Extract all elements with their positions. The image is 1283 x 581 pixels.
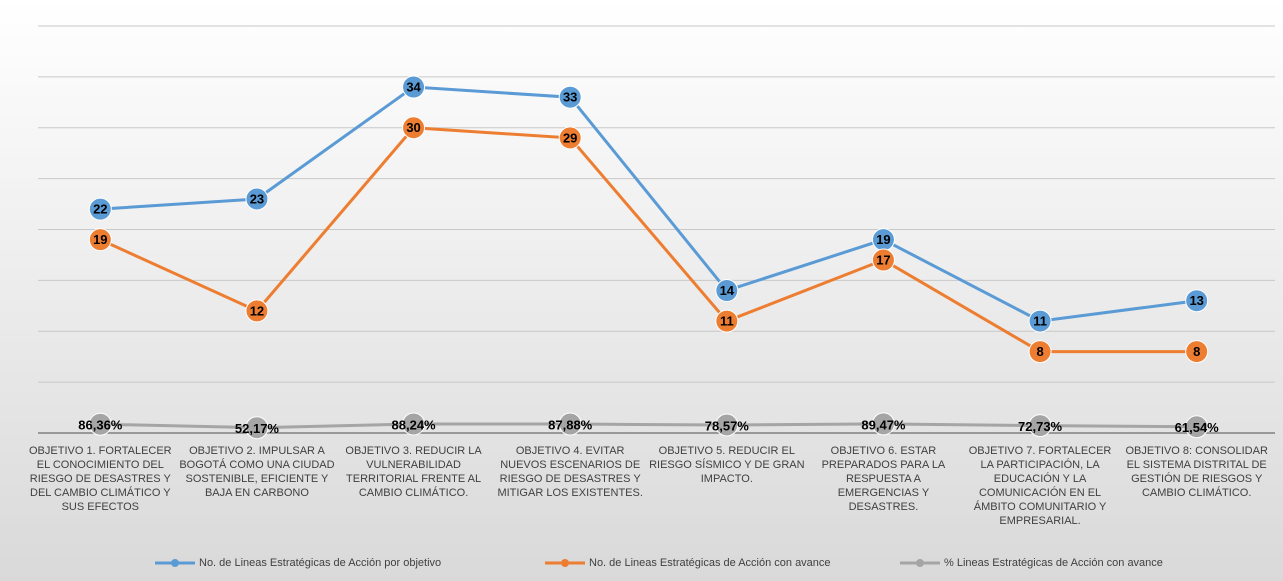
data-label: 87,88% [548,417,593,432]
x-tick-label: OBJETIVO 5. REDUCIR EL RIESGO SÍSMICO Y … [649,445,805,485]
data-label: 89,47% [861,417,906,432]
point [245,416,269,440]
legend-label: No. de Lineas Estratégicas de Acción por… [199,557,441,569]
point [1185,289,1209,313]
point [1185,415,1209,439]
x-tick-label: OBJETIVO 7. FORTALECER LA PARTICIPACIÓN,… [968,445,1112,527]
x-tick-label: OBJETIVO 6. ESTAR PREPARADOS PARA LA RES… [821,445,946,513]
data-label: 88,24% [392,417,437,432]
point [871,412,895,436]
point [402,116,426,140]
point [1028,340,1052,364]
point [715,279,739,303]
data-label: 11 [720,314,734,329]
data-label: 11 [1033,314,1047,329]
data-label: 8 [1193,344,1200,359]
data-label: 23 [250,191,264,206]
legend-marker [171,559,179,567]
legend-marker [561,559,569,567]
data-label: 12 [250,303,264,318]
series-line [100,85,1197,323]
point [88,228,112,252]
x-tick-label: OBJETIVO 4. EVITAR NUEVOS ESCENARIOS DE … [497,445,643,499]
point [402,75,426,99]
point [558,412,582,436]
data-label: 22 [93,202,107,217]
x-tick-label: OBJETIVO 1. FORTALECER EL CONOCIMIENTO D… [29,445,172,513]
data-label: 78,57% [705,418,750,433]
point [1185,340,1209,364]
point [245,299,269,323]
point [402,412,426,436]
data-label: 17 [876,252,890,267]
data-label: 86,36% [78,418,123,433]
data-label: 52,17% [235,421,280,436]
data-label: 30 [406,120,420,135]
point [871,248,895,272]
point [88,412,112,436]
legend-marker [916,559,924,567]
data-label: 72,73% [1018,419,1063,434]
point [1028,309,1052,333]
x-tick-label: OBJETIVO 8: CONSOLIDAR EL SISTEMA DISTRI… [1125,445,1268,499]
data-label: 19 [93,232,107,247]
point [715,309,739,333]
data-label: 13 [1189,293,1203,308]
point [715,413,739,437]
point [88,197,112,221]
point [558,85,582,109]
x-tick-label: OBJETIVO 3. REDUCIR LA VULNERABILIDAD TE… [345,445,482,499]
data-label: 29 [563,130,577,145]
point [245,187,269,211]
legend-label: % Lineas Estratégicas de Acción con avan… [944,557,1163,569]
data-label: 61,54% [1175,420,1220,435]
data-label: 8 [1036,344,1043,359]
point [558,126,582,150]
x-tick-label: OBJETIVO 2. IMPULSAR A BOGOTÁ COMO UNA C… [179,445,335,499]
point [1028,414,1052,438]
series-line [100,422,1197,430]
series-line [99,126,1197,354]
legend-label: No. de Lineas Estratégicas de Acción con… [589,557,831,569]
data-label: 34 [406,79,421,94]
data-label: 19 [876,232,890,247]
data-label: 33 [563,90,577,105]
data-label: 14 [720,283,735,298]
